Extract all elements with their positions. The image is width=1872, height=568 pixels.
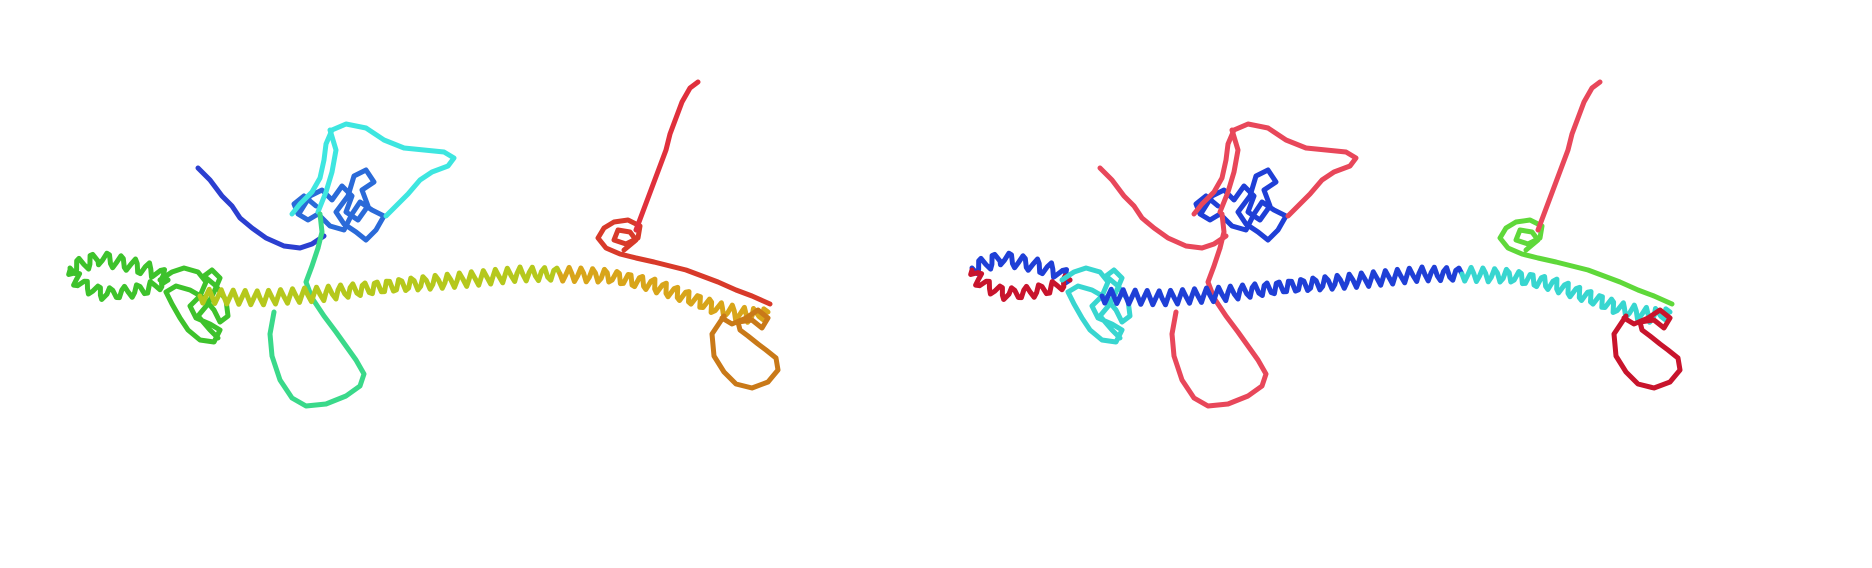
central-helix [197,264,563,308]
upper-loop [1191,121,1359,219]
lower-loop [267,245,367,409]
lower-loop-stem [315,211,325,251]
central-helix [1099,264,1465,308]
central-helix-end [1459,264,1673,325]
upper-loop-stem [315,127,339,215]
left-coil-loop [66,267,171,302]
c-terminal-tail [633,79,701,233]
upper-loop-stem [1217,127,1241,215]
folded-core [291,167,387,243]
c-terminal-coil [1497,217,1675,307]
n-terminal-coil [195,165,327,251]
n-terminal-coil [1097,165,1229,251]
left-coil-loop [968,267,1073,302]
protein-structure-view-rainbow [66,79,781,409]
lower-loop-stem [1217,211,1227,251]
c-terminal-loop [1611,307,1683,391]
central-helix-end [557,264,771,325]
c-terminal-loop [709,307,781,391]
upper-loop [289,121,457,219]
c-terminal-coil [595,217,773,307]
c-terminal-tail [1535,79,1603,233]
left-helix-coil [67,250,171,287]
protein-structure-view-confidence [968,79,1683,409]
folded-core [1193,167,1289,243]
left-helix-coil [969,250,1073,287]
lower-loop [1169,245,1269,409]
